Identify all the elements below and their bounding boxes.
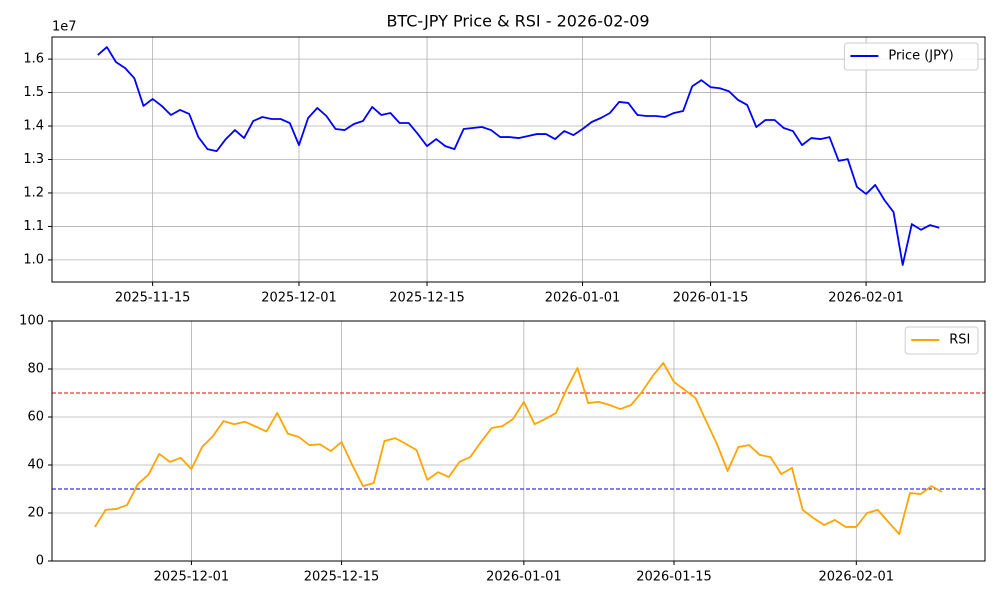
y-tick-label: 60 (27, 410, 44, 425)
legend-label: Price (JPY) (888, 49, 953, 64)
price-line (94, 362, 943, 536)
figure-title: BTC-JPY Price & RSI - 2026-02-09 (386, 12, 649, 31)
x-tick-label: 2026-01-01 (545, 291, 621, 306)
y-tick-label: 100 (19, 314, 44, 329)
axes-frame (51, 320, 986, 562)
price-line (97, 46, 940, 266)
y-tick-label: 1.1 (23, 219, 44, 234)
y-tick-label: 0 (36, 554, 44, 569)
y-tick-label: 1.3 (23, 152, 44, 167)
x-tick-label: 2026-01-01 (486, 570, 562, 585)
axes-frame (51, 36, 986, 283)
y-tick-label: 20 (27, 506, 44, 521)
x-tick-label: 2025-12-15 (389, 291, 465, 306)
y-tick-label: 1.5 (23, 85, 44, 100)
y-tick-label: 1.6 (23, 52, 44, 67)
x-tick-label: 2026-02-01 (828, 291, 904, 306)
x-tick-label: 2025-11-15 (115, 291, 191, 306)
y-tick-label: 1.0 (23, 252, 44, 267)
y-tick-label: 40 (27, 458, 44, 473)
y-offset-label: 1e7 (52, 20, 77, 35)
legend (843, 42, 979, 71)
x-tick-label: 2026-01-15 (673, 291, 749, 306)
y-tick-label: 1.2 (23, 185, 44, 200)
x-tick-label: 2026-01-15 (636, 570, 712, 585)
x-tick-label: 2025-12-01 (154, 570, 230, 585)
x-tick-label: 2026-02-01 (819, 570, 895, 585)
y-tick-label: 80 (27, 362, 44, 377)
y-tick-label: 1.4 (23, 119, 44, 134)
legend (904, 326, 979, 355)
x-tick-label: 2025-12-01 (261, 291, 337, 306)
legend-label: RSI (949, 333, 970, 348)
x-tick-label: 2025-12-15 (304, 570, 380, 585)
